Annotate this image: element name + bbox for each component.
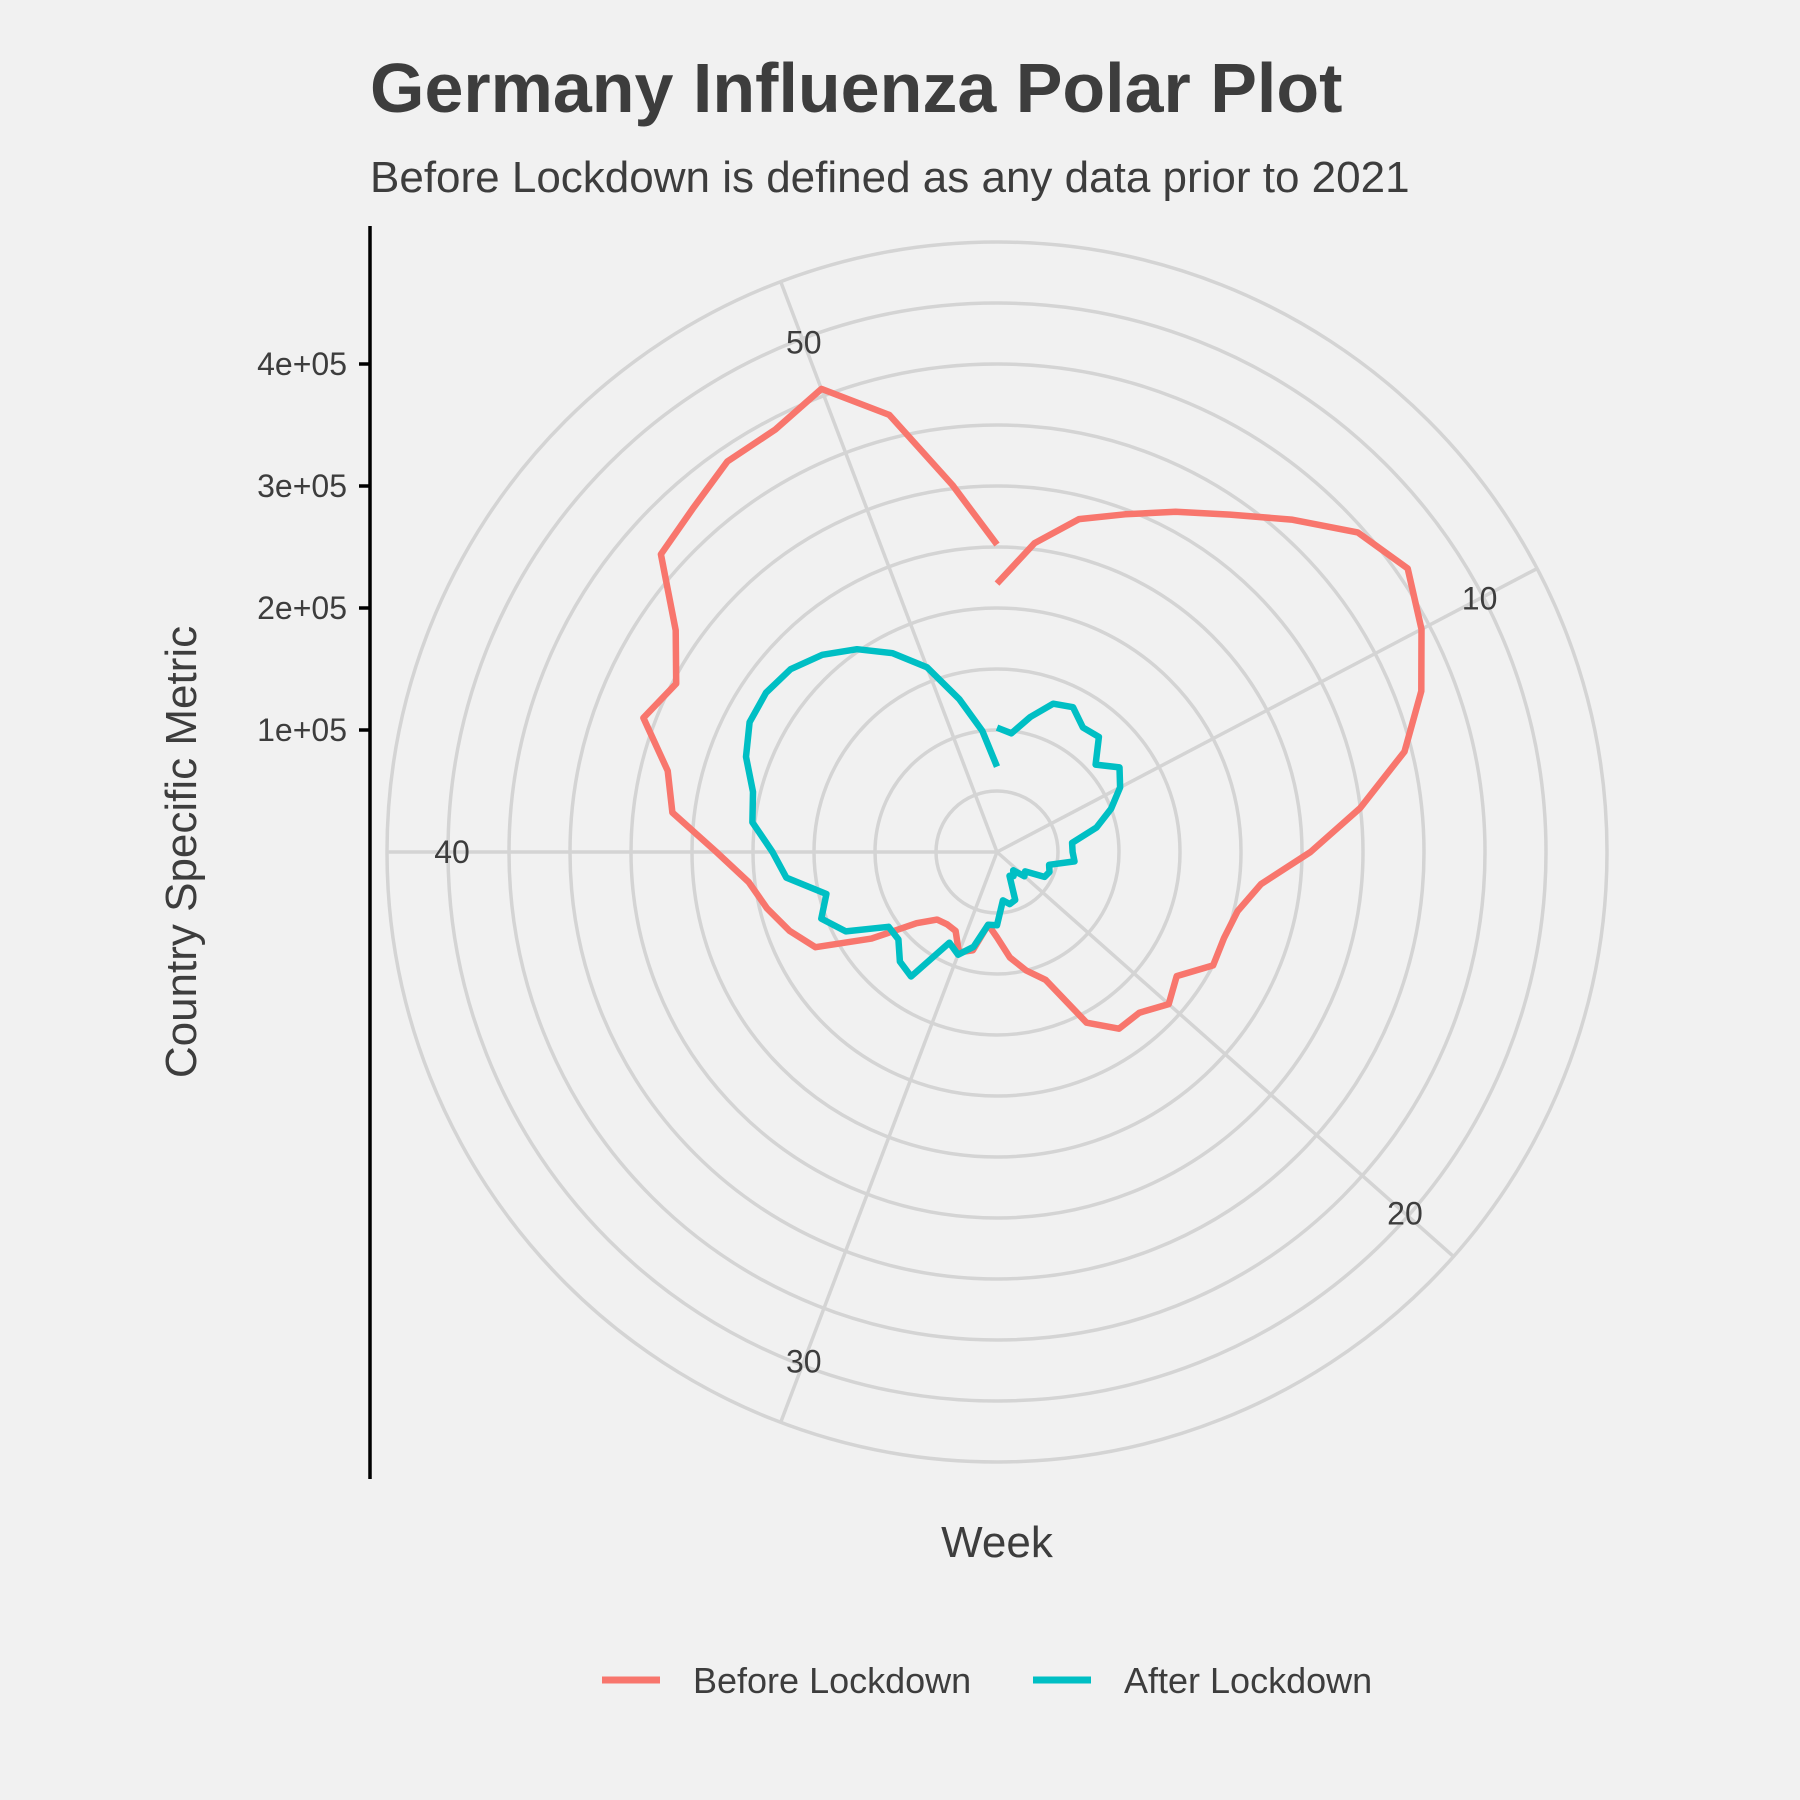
legend-label: Before Lockdown (693, 1660, 971, 1701)
y-tick-label: 1e+05 (257, 712, 347, 748)
y-axis-title: Country Specific Metric (157, 626, 206, 1078)
polar-grid (385, 240, 1609, 1464)
legend-label: After Lockdown (1124, 1660, 1372, 1701)
x-tick-label: 50 (786, 324, 822, 360)
y-tick-label: 3e+05 (257, 468, 347, 504)
angular-tick-labels: 10 20 30 40 50 (434, 324, 1497, 1379)
y-tick-label: 4e+05 (257, 346, 347, 382)
legend: Before Lockdown After Lockdown (602, 1660, 1372, 1701)
x-axis-title: Week (941, 1518, 1054, 1567)
chart-subtitle: Before Lockdown is defined as any data p… (370, 153, 1410, 202)
x-tick-label: 20 (1387, 1195, 1423, 1231)
x-tick-label: 30 (786, 1344, 822, 1380)
y-tick-label: 2e+05 (257, 590, 347, 626)
grid-spoke (995, 850, 1455, 1258)
chart-title: Germany Influenza Polar Plot (370, 49, 1342, 127)
x-tick-label: 10 (1462, 581, 1498, 617)
y-axis-ticks: 1e+05 2e+05 3e+05 4e+05 (257, 346, 370, 748)
data-series (640, 385, 1425, 1032)
grid-spoke (779, 281, 999, 853)
x-tick-label: 40 (434, 834, 470, 870)
grid-spoke (996, 566, 1538, 854)
series-line-after-lockdown (742, 645, 1124, 980)
grid-spoke (779, 851, 999, 1423)
series-line-before-lockdown (640, 385, 1425, 1032)
